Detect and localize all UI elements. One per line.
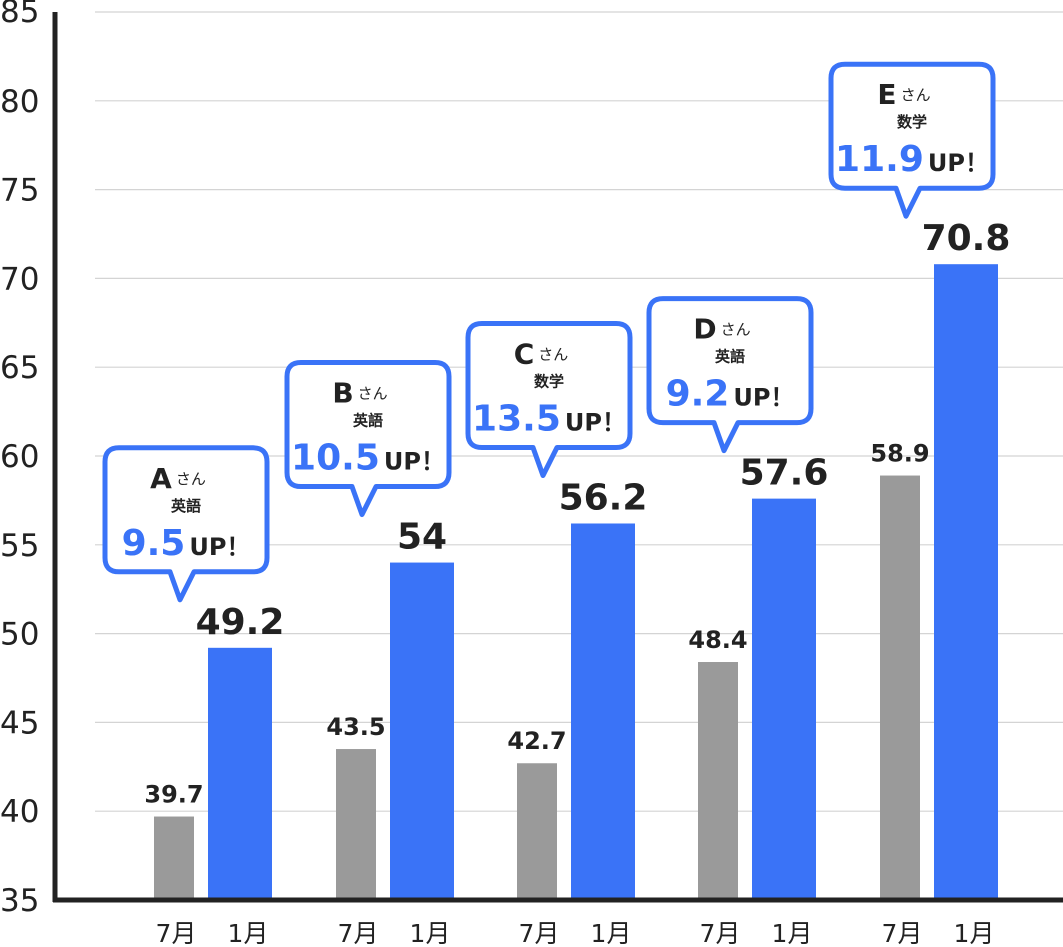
- x-tick-label-january: 1月: [772, 919, 813, 947]
- value-label-july-C: 42.7: [507, 727, 566, 755]
- x-tick-label-january: 1月: [591, 919, 632, 947]
- subject-label: 英語: [353, 412, 383, 430]
- gain-label: 11.9 UP！: [835, 139, 989, 180]
- gain-label: 9.5 UP！: [122, 523, 251, 564]
- bar-january-C: [571, 523, 635, 900]
- y-tick-label: 60: [0, 439, 39, 475]
- x-axis-tick-labels: 7月 1月 7月 1月 7月 1月 7月 1月 7月 1月: [156, 919, 995, 947]
- subject-label: 数学: [897, 113, 927, 131]
- y-tick-label: 45: [0, 705, 39, 741]
- x-tick-label-july: 7月: [519, 919, 560, 947]
- bar-july-D: [698, 662, 738, 900]
- y-tick-label: 55: [0, 528, 39, 564]
- bar-january-E: [934, 264, 998, 900]
- y-tick-label: 35: [0, 883, 39, 919]
- value-label-january-E: 70.8: [922, 218, 1011, 259]
- value-label-january-D: 57.6: [740, 453, 829, 494]
- y-tick-label: 65: [0, 350, 39, 386]
- y-tick-label: 70: [0, 261, 39, 297]
- subject-label: 英語: [171, 497, 201, 515]
- y-tick-label: 50: [0, 617, 39, 653]
- x-tick-label-july: 7月: [338, 919, 379, 947]
- bar-january-D: [752, 498, 816, 900]
- value-label-january-C: 56.2: [559, 477, 648, 518]
- student-name: E さん: [877, 78, 930, 111]
- value-label-july-B: 43.5: [326, 713, 385, 741]
- value-label-july-A: 39.7: [144, 781, 203, 809]
- callout-bubble: [102, 445, 270, 603]
- callout-bubble: [828, 61, 996, 219]
- value-labels: 39.7 49.2 43.5 54 42.7 56.2 48.4 57.6 58.9 70.8: [144, 218, 1010, 808]
- bar-july-E: [880, 475, 920, 900]
- value-label-january-B: 54: [397, 517, 447, 558]
- gain-label: 13.5 UP！: [472, 398, 626, 439]
- bars: [154, 264, 998, 900]
- value-label-july-E: 58.9: [870, 440, 929, 468]
- x-tick-label-january: 1月: [228, 919, 269, 947]
- y-tick-label: 80: [0, 84, 39, 120]
- x-tick-label-july: 7月: [700, 919, 741, 947]
- callout-bubble: [646, 296, 814, 454]
- y-axis-tick-labels: 35 40 45 50 55 60 65 70 75 80 85: [0, 0, 39, 919]
- callout-bubble: [284, 360, 452, 518]
- y-tick-label: 85: [0, 0, 39, 30]
- subject-label: 英語: [715, 348, 745, 366]
- student-name: D さん: [693, 313, 750, 346]
- subject-label: 数学: [534, 372, 564, 390]
- x-tick-label-july: 7月: [156, 919, 197, 947]
- x-tick-label-january: 1月: [954, 919, 995, 947]
- student-name: B さん: [332, 377, 387, 410]
- bar-january-B: [390, 562, 454, 900]
- bar-july-B: [336, 749, 376, 900]
- value-label-july-D: 48.4: [688, 626, 747, 654]
- callout-bubble: [465, 320, 633, 478]
- bar-july-A: [154, 816, 194, 900]
- y-tick-label: 75: [0, 173, 39, 209]
- axes: [52, 12, 1063, 903]
- y-tick-label: 40: [0, 794, 39, 830]
- bar-july-C: [517, 763, 557, 900]
- student-name: A さん: [150, 462, 206, 495]
- student-name: C さん: [514, 337, 569, 370]
- gain-label: 9.2 UP！: [666, 374, 795, 415]
- bar-january-A: [208, 647, 272, 900]
- value-label-january-A: 49.2: [196, 602, 285, 643]
- gain-label: 10.5 UP！: [291, 438, 445, 479]
- x-tick-label-july: 7月: [882, 919, 923, 947]
- x-tick-label-january: 1月: [410, 919, 451, 947]
